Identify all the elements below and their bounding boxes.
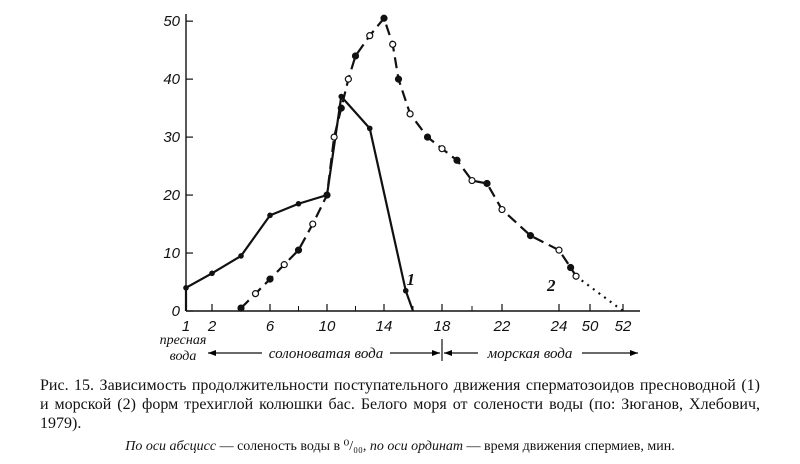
series-2-point: [572, 272, 580, 280]
brackish-arrowhead-right: [432, 350, 440, 356]
series-1-point: [238, 253, 244, 259]
series-2-point: [330, 133, 338, 141]
sea-water-label: морская вода: [487, 346, 573, 362]
series-2-line: [240, 16, 577, 309]
series-1-point: [183, 285, 189, 291]
series-2-point: [567, 263, 575, 272]
caption-text: Рис. 15. Зависимость продолжительности п…: [40, 377, 760, 432]
series-2-point: [423, 133, 432, 141]
series-2-point: [280, 261, 288, 269]
x-tick-label: 14: [376, 318, 393, 335]
brackish-arrowhead-left: [208, 350, 216, 356]
note-x-text: — соленость воды в: [216, 439, 344, 454]
y-tick-label: 50: [163, 13, 180, 30]
series-2-point: [555, 246, 563, 254]
series-2-label: 2: [546, 276, 556, 295]
series-2-point: [237, 304, 245, 312]
figure-caption: Рис. 15. Зависимость продолжительности п…: [40, 376, 760, 433]
fresh-water-label: пресная: [160, 333, 207, 348]
series-2-point: [337, 104, 345, 112]
series-1-point: [267, 212, 273, 219]
series-2-point: [468, 176, 476, 185]
x-tick-label: 1: [182, 318, 190, 335]
series-2-point: [366, 32, 374, 40]
y-tick-label: 20: [162, 187, 180, 204]
series-2-point: [483, 179, 491, 188]
x-tick-label: 10: [319, 318, 336, 335]
y-tick-label: 0: [172, 303, 181, 320]
series-layer: [183, 14, 624, 312]
note-unit: ⁰/₀₀: [343, 439, 363, 454]
x-tick-label: 22: [493, 318, 511, 335]
fresh-water-label: вода: [170, 349, 197, 364]
axis-note: По оси абсцисс — соленость воды в ⁰/₀₀, …: [40, 438, 760, 455]
series-2-point: [498, 205, 506, 214]
series-2-point: [438, 145, 446, 153]
x-tick-label: 6: [266, 318, 275, 335]
series-2-point: [266, 275, 274, 283]
sea-arrowhead-left: [444, 350, 452, 356]
x-tick-label: 24: [550, 318, 568, 335]
note-y-axis-label: по оси ординат: [369, 439, 464, 454]
series-2-point: [389, 40, 397, 48]
note-x-axis-label: По оси абсцисс: [125, 439, 217, 454]
y-tick-label: 30: [163, 129, 180, 146]
series-2-point: [380, 14, 388, 22]
series-2-point: [309, 220, 317, 228]
series-2-point: [251, 290, 260, 298]
series-2-point: [453, 156, 461, 164]
sea-arrowhead-right: [630, 350, 638, 356]
series-2-point: [351, 52, 360, 60]
x-tick-label: 18: [434, 318, 451, 335]
brackish-water-label: солоноватая вода: [269, 346, 383, 362]
x-tick-label: 52: [615, 318, 632, 335]
series-1-point: [209, 270, 215, 277]
series-2-point: [323, 191, 331, 199]
series-1-label: 1: [407, 270, 416, 289]
series-2-point: [394, 75, 403, 83]
series-1-point: [295, 200, 302, 207]
series-2-point: [344, 75, 352, 83]
y-tick-label: 40: [163, 71, 180, 88]
series-1-point: [366, 125, 373, 132]
series-1-point: [402, 287, 409, 294]
note-y-text: — время движения спермиев, мин.: [463, 439, 675, 454]
note-sep: ,: [362, 439, 370, 454]
y-tick-label: 10: [163, 245, 180, 262]
series-2-point: [526, 232, 535, 240]
x-tick-label: 2: [207, 318, 217, 335]
series-2-point: [406, 110, 414, 118]
series-2-point: [294, 246, 303, 254]
series-2-dotted-tail: [575, 275, 624, 312]
x-tick-label: 50: [582, 318, 599, 335]
